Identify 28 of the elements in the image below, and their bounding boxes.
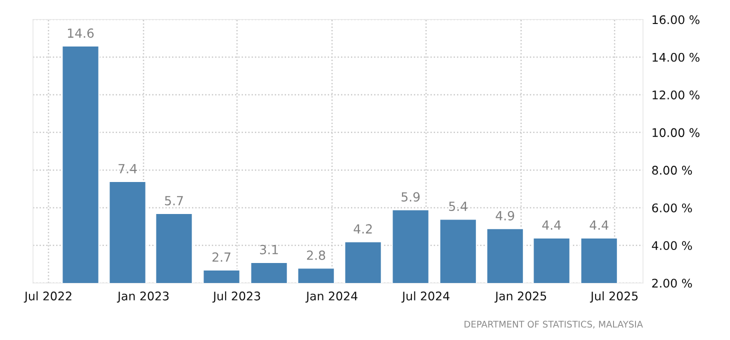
data-label: 4.4 (590, 220, 608, 230)
y-tick-label: 6.00 % (652, 203, 692, 212)
y-tick-label: 2.00 % (652, 278, 692, 288)
data-label: 2.7 (212, 252, 230, 262)
data-label: 2.8 (307, 250, 326, 260)
data-label: 4.9 (496, 210, 514, 220)
y-tick-label: 12.00 % (652, 90, 700, 100)
y-tick-label: 4.00 % (652, 241, 692, 250)
text: DEPARTMENT OF STATISTICS, MALAYSIA (464, 320, 643, 329)
data-label: 5.4 (449, 202, 468, 212)
data-label: 14.6 (68, 28, 94, 38)
data-label: 7.4 (118, 164, 137, 174)
data-label: 5.7 (165, 196, 183, 206)
data-label: 4.2 (354, 224, 372, 234)
data-label: 5.9 (402, 192, 420, 202)
y-tick-label: 10.00 % (652, 128, 700, 138)
x-tick-label: Jul 2024 (401, 291, 450, 303)
x-tick-label: Jan 2025 (494, 292, 546, 303)
x-tick-label: Jan 2024 (305, 292, 358, 303)
data-label: 3.1 (260, 244, 278, 254)
y-tick-label: 14.00 % (652, 52, 700, 62)
x-tick-label: Jul 2022 (24, 291, 72, 303)
y-tick-label: 16.00 % (652, 15, 700, 24)
x-tick-label: Jul 2023 (212, 291, 260, 303)
x-tick-label: Jul 2025 (590, 291, 638, 303)
data-label: 4.4 (542, 220, 561, 230)
y-tick-label: 8.00 % (652, 166, 692, 175)
x-tick-label: Jan 2023 (116, 292, 169, 303)
